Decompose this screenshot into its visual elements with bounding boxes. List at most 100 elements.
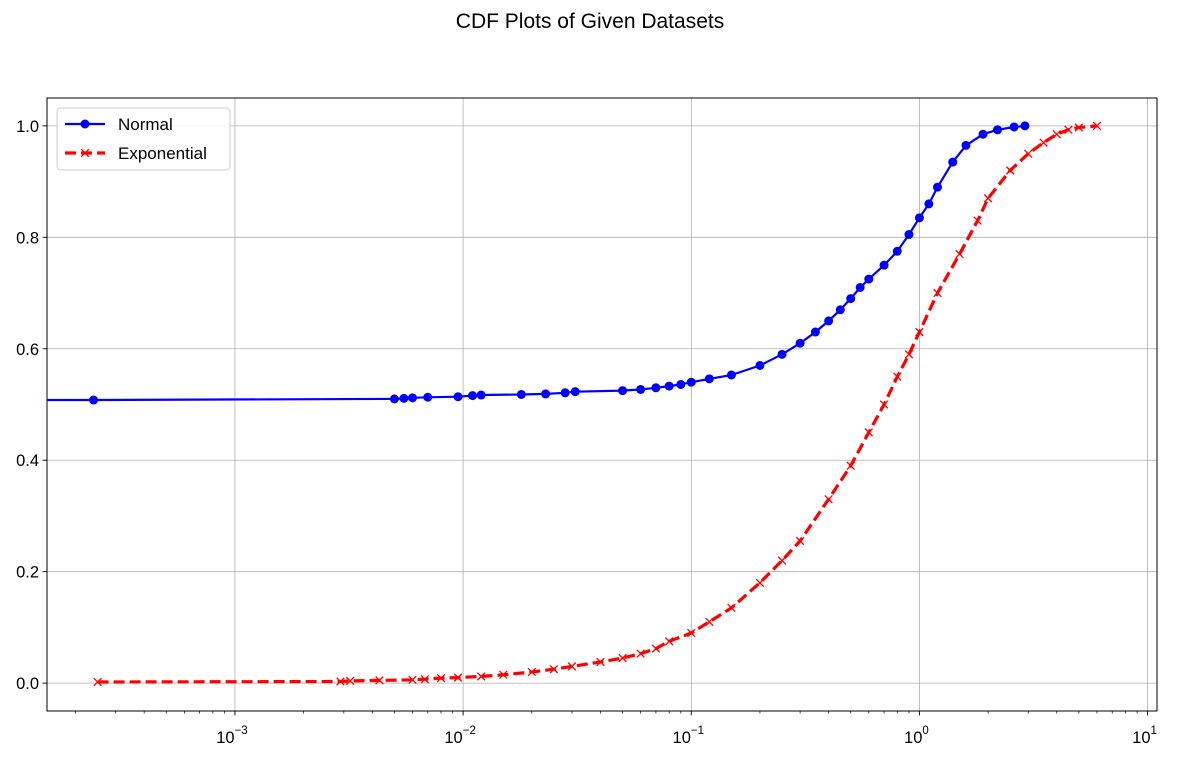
data-point xyxy=(955,249,964,259)
data-point xyxy=(846,461,855,471)
data-point xyxy=(1074,123,1084,132)
data-point xyxy=(978,129,988,139)
data-point xyxy=(932,182,942,192)
grid xyxy=(47,98,1157,711)
data-point xyxy=(824,316,834,326)
data-point xyxy=(453,392,463,402)
data-point xyxy=(1039,138,1048,147)
data-point xyxy=(499,670,508,680)
y-tick-label: 0.8 xyxy=(16,229,39,247)
data-point xyxy=(664,637,674,646)
data-point xyxy=(864,428,874,437)
axes: 10−3 10−2 10−1 100 101 0.0 0.2 0.4 0.6 0.8 1.0 xyxy=(16,97,1158,747)
data-point xyxy=(1020,121,1030,131)
series-normal xyxy=(47,121,1030,405)
data-point xyxy=(1052,129,1062,139)
data-point xyxy=(686,377,696,387)
data-point xyxy=(846,294,856,304)
legend: Normal Exponential xyxy=(56,107,231,171)
data-point xyxy=(567,662,577,671)
data-point xyxy=(651,644,661,653)
data-point xyxy=(924,199,934,209)
data-point xyxy=(476,390,486,400)
data-point xyxy=(914,213,924,223)
x-tick-label: 10−2 xyxy=(444,725,475,747)
data-point xyxy=(892,246,902,256)
data-point xyxy=(855,282,865,292)
data-point xyxy=(948,157,958,167)
data-point xyxy=(618,386,628,396)
data-point xyxy=(453,673,463,682)
data-point xyxy=(476,672,486,681)
data-point xyxy=(618,653,627,663)
data-point xyxy=(704,374,714,384)
data-point xyxy=(1064,125,1073,135)
data-point xyxy=(893,372,902,381)
data-point xyxy=(961,140,971,150)
y-tick-label: 0.6 xyxy=(16,341,39,359)
data-point xyxy=(389,394,399,404)
data-point xyxy=(879,260,889,270)
legend-marker-x xyxy=(80,148,90,158)
data-point xyxy=(777,349,787,359)
data-point xyxy=(399,393,409,403)
data-point xyxy=(824,494,833,504)
data-point xyxy=(755,360,765,370)
data-point xyxy=(541,389,551,399)
y-tick-label: 0.2 xyxy=(16,564,39,582)
data-point xyxy=(879,400,889,409)
x-tick-label: 10−1 xyxy=(673,725,704,747)
data-point xyxy=(904,230,914,240)
data-point xyxy=(423,392,433,402)
data-point xyxy=(727,603,736,613)
data-point xyxy=(375,676,384,685)
data-point xyxy=(651,383,661,393)
x-tick-label: 101 xyxy=(1132,725,1157,747)
data-point xyxy=(1092,121,1102,131)
data-point xyxy=(705,617,714,627)
data-point xyxy=(636,649,645,658)
y-tick-label: 1.0 xyxy=(16,118,39,136)
legend-label-exponential: Exponential xyxy=(118,144,207,163)
data-point xyxy=(408,393,418,403)
series-line xyxy=(97,124,1098,684)
axes-frame xyxy=(46,97,1158,712)
data-point xyxy=(1005,166,1015,175)
legend-label-normal: Normal xyxy=(118,115,173,134)
data-point xyxy=(1009,122,1019,132)
data-point xyxy=(345,676,355,686)
y-tick-label: 0.4 xyxy=(16,452,39,470)
x-tick-label: 10−3 xyxy=(216,725,247,747)
data-point xyxy=(687,628,696,638)
data-point xyxy=(795,338,805,348)
data-point xyxy=(336,677,345,686)
data-point xyxy=(726,370,736,380)
data-point xyxy=(664,381,674,391)
data-point xyxy=(983,194,993,203)
plot-area xyxy=(47,121,1102,687)
data-point xyxy=(676,379,686,389)
legend-marker-circle xyxy=(80,119,90,129)
y-tick-label: 0.0 xyxy=(16,675,39,693)
data-point xyxy=(835,305,845,315)
x-tick-label: 100 xyxy=(904,725,929,747)
data-point xyxy=(93,677,102,687)
data-point xyxy=(1024,149,1033,158)
data-point xyxy=(810,327,820,337)
data-point xyxy=(560,388,570,398)
data-point xyxy=(420,674,430,684)
data-point xyxy=(904,350,914,359)
data-point xyxy=(915,327,924,337)
data-point xyxy=(993,125,1003,135)
data-point xyxy=(864,274,874,284)
data-point xyxy=(933,288,942,298)
data-point xyxy=(89,395,99,405)
data-point xyxy=(973,216,982,225)
data-point xyxy=(755,578,765,588)
data-point xyxy=(408,675,417,685)
data-point xyxy=(436,673,446,683)
data-point xyxy=(777,556,787,565)
data-point xyxy=(570,387,580,397)
data-point xyxy=(549,664,559,674)
